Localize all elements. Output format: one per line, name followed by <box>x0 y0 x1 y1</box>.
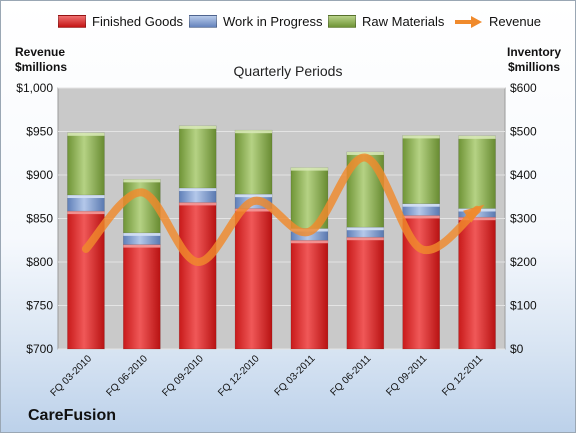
right-tick-label: $400 <box>510 168 537 182</box>
bar-raw-materials <box>234 129 273 195</box>
bar-raw-materials <box>178 125 217 189</box>
legend-revenue: Revenue <box>453 14 541 29</box>
brand-label: CareFusion <box>28 407 117 424</box>
bar-work-in-progress-cap <box>346 227 384 231</box>
left-tick-label: $900 <box>26 168 53 182</box>
left-tick-label: $850 <box>26 212 53 226</box>
bar-finished-goods-cap <box>123 244 161 248</box>
revenue-line <box>81 153 482 266</box>
right-tick-label: $300 <box>510 212 537 226</box>
bar-work-in-progress-cap <box>67 195 105 199</box>
bar-finished-goods <box>123 244 161 350</box>
bar-finished-goods-cap <box>290 240 328 244</box>
x-tick-label: FQ 06-2010 <box>104 353 150 399</box>
legend-swatch-raw-materials <box>328 15 356 28</box>
bar-raw-materials <box>402 135 440 205</box>
bar-finished-goods-cap <box>458 217 496 221</box>
bar-finished-goods-cap <box>402 215 440 219</box>
legend-label: Raw Materials <box>362 14 445 29</box>
right-tick-label: $500 <box>510 125 537 139</box>
bar-work-in-progress-cap <box>402 203 440 207</box>
left-tick-label: $950 <box>26 125 53 139</box>
bar-raw-materials-cap <box>402 135 440 139</box>
x-tick-label: FQ 03-2011 <box>273 353 318 398</box>
x-tick-label: FQ 09-2010 <box>160 353 206 399</box>
left-tick-label: $700 <box>26 342 53 356</box>
bar-raw-materials-cap <box>290 167 328 171</box>
bar-raw-materials-cap <box>179 125 217 129</box>
bar-work-in-progress-cap <box>235 194 273 198</box>
right-tick-label: $100 <box>510 299 537 313</box>
legend-raw-materials: Raw Materials <box>328 14 444 29</box>
x-tick-label: FQ 12-2010 <box>216 353 262 399</box>
x-tick-label: FQ 12-2011 <box>440 353 485 398</box>
bar-finished-goods-cap <box>235 208 273 212</box>
left-tick-label: $1,000 <box>16 81 53 95</box>
legend-finished-goods: Finished Goods <box>58 14 183 29</box>
legend-arrow-revenue <box>455 15 482 28</box>
x-tick-label: FQ 06-2011 <box>328 353 373 398</box>
bar-finished-goods-cap <box>67 211 105 215</box>
legend-work-in-progress: Work in Progress <box>189 14 322 29</box>
legend-swatch-work-in-progress <box>189 15 217 28</box>
left-axis-title: Revenue $millions <box>15 45 68 74</box>
x-tick-label: FQ 09-2011 <box>384 353 429 398</box>
bar-finished-goods <box>234 208 273 350</box>
right-axis-title: Inventory $millions <box>506 45 561 74</box>
legend: Finished Goods Work in Progress Raw Mate… <box>1 14 575 34</box>
chart-title: Quarterly Periods <box>233 63 343 79</box>
bar-finished-goods <box>290 239 329 350</box>
bar-raw-materials-cap <box>123 179 161 183</box>
bar-raw-materials <box>458 135 496 209</box>
revenue-arrowhead <box>463 204 485 223</box>
bar-work-in-progress-cap <box>179 188 217 192</box>
bar-raw-materials-cap <box>346 151 384 155</box>
bar-work-in-progress-cap <box>123 232 161 236</box>
bar-finished-goods-cap <box>346 237 384 241</box>
bar-raw-materials-cap <box>458 135 496 139</box>
right-tick-label: $0 <box>510 342 524 356</box>
right-tick-label: $200 <box>510 255 537 269</box>
bar-raw-materials-cap <box>235 130 273 134</box>
bar-raw-materials-cap <box>67 132 105 136</box>
right-tick-label: $600 <box>510 81 537 95</box>
bar-finished-goods-cap <box>179 202 217 206</box>
legend-swatch-finished-goods <box>58 15 86 28</box>
bar-raw-materials <box>67 132 105 196</box>
bar-finished-goods <box>178 202 217 350</box>
left-tick-label: $800 <box>26 255 53 269</box>
bar-finished-goods <box>458 216 496 350</box>
legend-label: Finished Goods <box>92 14 184 29</box>
legend-label: Work in Progress <box>223 14 323 29</box>
legend-label: Revenue <box>489 14 542 29</box>
bar-raw-materials <box>123 179 161 234</box>
x-tick-label: FQ 03-2010 <box>49 353 95 399</box>
left-tick-label: $750 <box>26 299 53 313</box>
bar-finished-goods <box>346 236 385 350</box>
